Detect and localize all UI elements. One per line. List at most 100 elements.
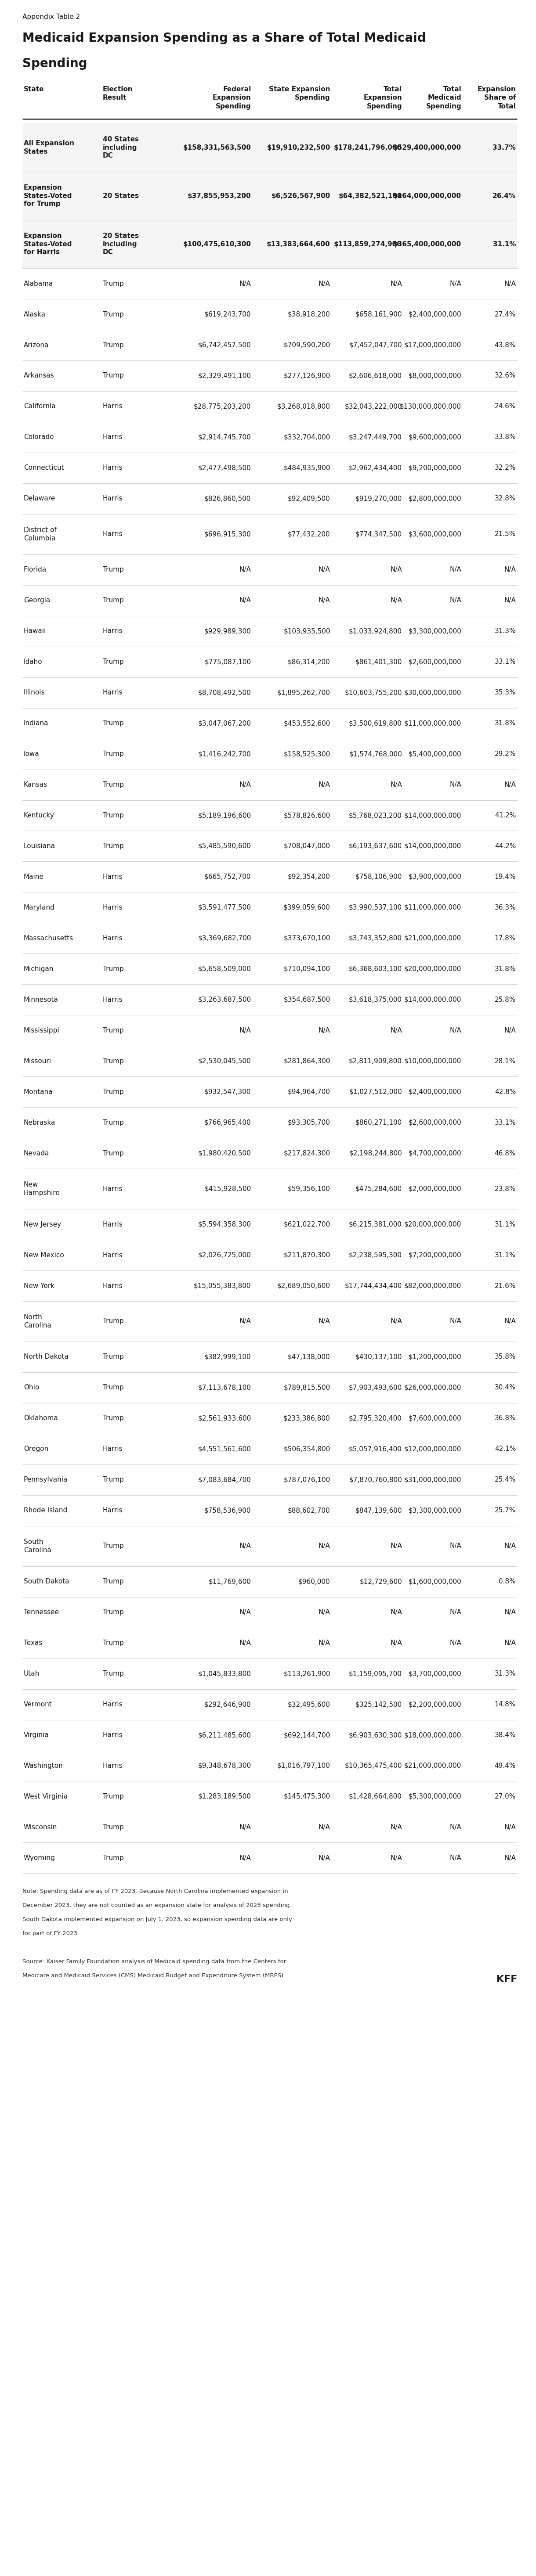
Text: $30,000,000,000: $30,000,000,000 bbox=[404, 690, 461, 696]
Text: $658,161,900: $658,161,900 bbox=[355, 312, 402, 317]
Text: $619,243,700: $619,243,700 bbox=[204, 312, 251, 317]
Text: $3,500,619,800: $3,500,619,800 bbox=[349, 721, 402, 726]
Text: Maryland: Maryland bbox=[24, 904, 55, 912]
Text: $4,700,000,000: $4,700,000,000 bbox=[408, 1149, 461, 1157]
Text: Harris: Harris bbox=[103, 531, 123, 538]
Text: Tennessee: Tennessee bbox=[24, 1610, 59, 1615]
Text: Trump: Trump bbox=[103, 966, 124, 971]
Text: $2,800,000,000: $2,800,000,000 bbox=[408, 495, 461, 502]
Text: Trump: Trump bbox=[103, 1610, 124, 1615]
Text: 19.4%: 19.4% bbox=[495, 873, 516, 881]
Text: New
Hampshire: New Hampshire bbox=[24, 1182, 60, 1195]
Text: $621,022,700: $621,022,700 bbox=[284, 1221, 330, 1229]
Text: $758,106,900: $758,106,900 bbox=[355, 873, 402, 881]
Text: $758,536,900: $758,536,900 bbox=[204, 1507, 251, 1515]
Text: Harris: Harris bbox=[103, 1731, 123, 1739]
Text: $3,743,352,800: $3,743,352,800 bbox=[349, 935, 402, 943]
Text: N/A: N/A bbox=[450, 281, 461, 286]
Text: Trump: Trump bbox=[103, 1028, 124, 1033]
Text: Idaho: Idaho bbox=[24, 659, 42, 665]
Text: South Dakota implemented expansion on July 1, 2023, so expansion spending data a: South Dakota implemented expansion on Ju… bbox=[23, 1917, 292, 1922]
Text: $332,704,000: $332,704,000 bbox=[284, 433, 330, 440]
Text: Trump: Trump bbox=[103, 1121, 124, 1126]
Text: Indiana: Indiana bbox=[24, 721, 48, 726]
Text: Alaska: Alaska bbox=[24, 312, 46, 317]
Text: $2,811,909,800: $2,811,909,800 bbox=[349, 1059, 402, 1064]
Text: $475,284,600: $475,284,600 bbox=[355, 1185, 402, 1193]
Text: Trump: Trump bbox=[103, 312, 124, 317]
Text: $484,935,900: $484,935,900 bbox=[284, 464, 330, 471]
Text: $692,144,700: $692,144,700 bbox=[284, 1731, 330, 1739]
Text: 30.4%: 30.4% bbox=[495, 1383, 516, 1391]
Text: 32.2%: 32.2% bbox=[495, 464, 516, 471]
Text: $3,369,682,700: $3,369,682,700 bbox=[198, 935, 251, 943]
Text: 23.8%: 23.8% bbox=[495, 1185, 516, 1193]
Text: $2,795,320,400: $2,795,320,400 bbox=[349, 1414, 402, 1422]
Text: 26.4%: 26.4% bbox=[493, 193, 516, 198]
Text: $6,903,630,300: $6,903,630,300 bbox=[349, 1731, 402, 1739]
Text: $10,365,475,400: $10,365,475,400 bbox=[345, 1762, 402, 1770]
Text: $6,526,567,900: $6,526,567,900 bbox=[271, 193, 330, 198]
Text: Expansion
Share of
Total: Expansion Share of Total bbox=[477, 85, 516, 111]
Text: Harris: Harris bbox=[103, 690, 123, 696]
Text: $1,159,095,700: $1,159,095,700 bbox=[349, 1669, 402, 1677]
Text: N/A: N/A bbox=[318, 598, 330, 603]
Text: 21.6%: 21.6% bbox=[495, 1283, 516, 1288]
Text: $32,495,600: $32,495,600 bbox=[288, 1700, 330, 1708]
Text: State: State bbox=[24, 85, 44, 93]
Text: Harris: Harris bbox=[103, 404, 123, 410]
Text: $9,600,000,000: $9,600,000,000 bbox=[408, 433, 461, 440]
Text: Harris: Harris bbox=[103, 1221, 123, 1229]
Text: $415,928,500: $415,928,500 bbox=[204, 1185, 251, 1193]
Text: $21,000,000,000: $21,000,000,000 bbox=[404, 935, 461, 943]
Text: $211,870,300: $211,870,300 bbox=[284, 1252, 330, 1260]
Text: $10,603,755,200: $10,603,755,200 bbox=[345, 690, 402, 696]
Text: $2,400,000,000: $2,400,000,000 bbox=[408, 312, 461, 317]
Text: $3,263,687,500: $3,263,687,500 bbox=[198, 997, 251, 1002]
Text: N/A: N/A bbox=[239, 1610, 251, 1615]
Text: $826,860,500: $826,860,500 bbox=[204, 495, 251, 502]
Text: $2,200,000,000: $2,200,000,000 bbox=[408, 1700, 461, 1708]
Text: Maine: Maine bbox=[24, 873, 44, 881]
Text: $453,552,600: $453,552,600 bbox=[284, 721, 330, 726]
Text: Arkansas: Arkansas bbox=[24, 374, 54, 379]
Text: Harris: Harris bbox=[103, 495, 123, 502]
Text: Source: Kaiser Family Foundation analysis of Medicaid spending data from the Cen: Source: Kaiser Family Foundation analysi… bbox=[23, 1958, 286, 1965]
Text: $178,241,796,000: $178,241,796,000 bbox=[334, 144, 402, 152]
Text: $3,990,537,100: $3,990,537,100 bbox=[349, 904, 402, 912]
Text: Harris: Harris bbox=[103, 997, 123, 1002]
Text: $2,530,045,500: $2,530,045,500 bbox=[198, 1059, 251, 1064]
Text: $5,189,196,600: $5,189,196,600 bbox=[198, 811, 251, 819]
Text: Louisiana: Louisiana bbox=[24, 842, 55, 850]
Text: $3,300,000,000: $3,300,000,000 bbox=[408, 629, 461, 634]
Text: $5,768,023,200: $5,768,023,200 bbox=[349, 811, 402, 819]
Text: All Expansion
States: All Expansion States bbox=[24, 139, 74, 155]
Text: $2,914,745,700: $2,914,745,700 bbox=[198, 433, 251, 440]
Text: Appendix Table 2: Appendix Table 2 bbox=[23, 13, 80, 21]
Text: N/A: N/A bbox=[390, 1641, 402, 1646]
Text: N/A: N/A bbox=[450, 598, 461, 603]
Text: $92,409,500: $92,409,500 bbox=[288, 495, 330, 502]
Text: $17,000,000,000: $17,000,000,000 bbox=[404, 343, 461, 348]
Text: South Dakota: South Dakota bbox=[24, 1579, 69, 1584]
Text: N/A: N/A bbox=[504, 1028, 516, 1033]
Text: Washington: Washington bbox=[24, 1762, 63, 1770]
Text: Rhode Island: Rhode Island bbox=[24, 1507, 67, 1515]
Text: N/A: N/A bbox=[450, 1855, 461, 1862]
Text: $2,606,618,000: $2,606,618,000 bbox=[349, 374, 402, 379]
Text: $2,689,050,600: $2,689,050,600 bbox=[277, 1283, 330, 1288]
Text: Harris: Harris bbox=[103, 904, 123, 912]
Text: 44.2%: 44.2% bbox=[495, 842, 516, 850]
Text: $1,283,189,500: $1,283,189,500 bbox=[198, 1793, 251, 1801]
Text: Medicare and Medicaid Services (CMS) Medicaid Budget and Expenditure System (MBE: Medicare and Medicaid Services (CMS) Med… bbox=[23, 1973, 285, 1978]
Text: N/A: N/A bbox=[390, 1610, 402, 1615]
Text: $382,999,100: $382,999,100 bbox=[204, 1352, 251, 1360]
Text: Expansion
States-Voted
for Harris: Expansion States-Voted for Harris bbox=[24, 232, 72, 255]
Text: Trump: Trump bbox=[103, 1383, 124, 1391]
Text: Florida: Florida bbox=[24, 567, 47, 572]
Text: 31.3%: 31.3% bbox=[495, 629, 516, 634]
Text: 27.4%: 27.4% bbox=[495, 312, 516, 317]
Text: N/A: N/A bbox=[318, 1319, 330, 1324]
Text: $578,826,600: $578,826,600 bbox=[284, 811, 330, 819]
Text: 14.8%: 14.8% bbox=[495, 1700, 516, 1708]
